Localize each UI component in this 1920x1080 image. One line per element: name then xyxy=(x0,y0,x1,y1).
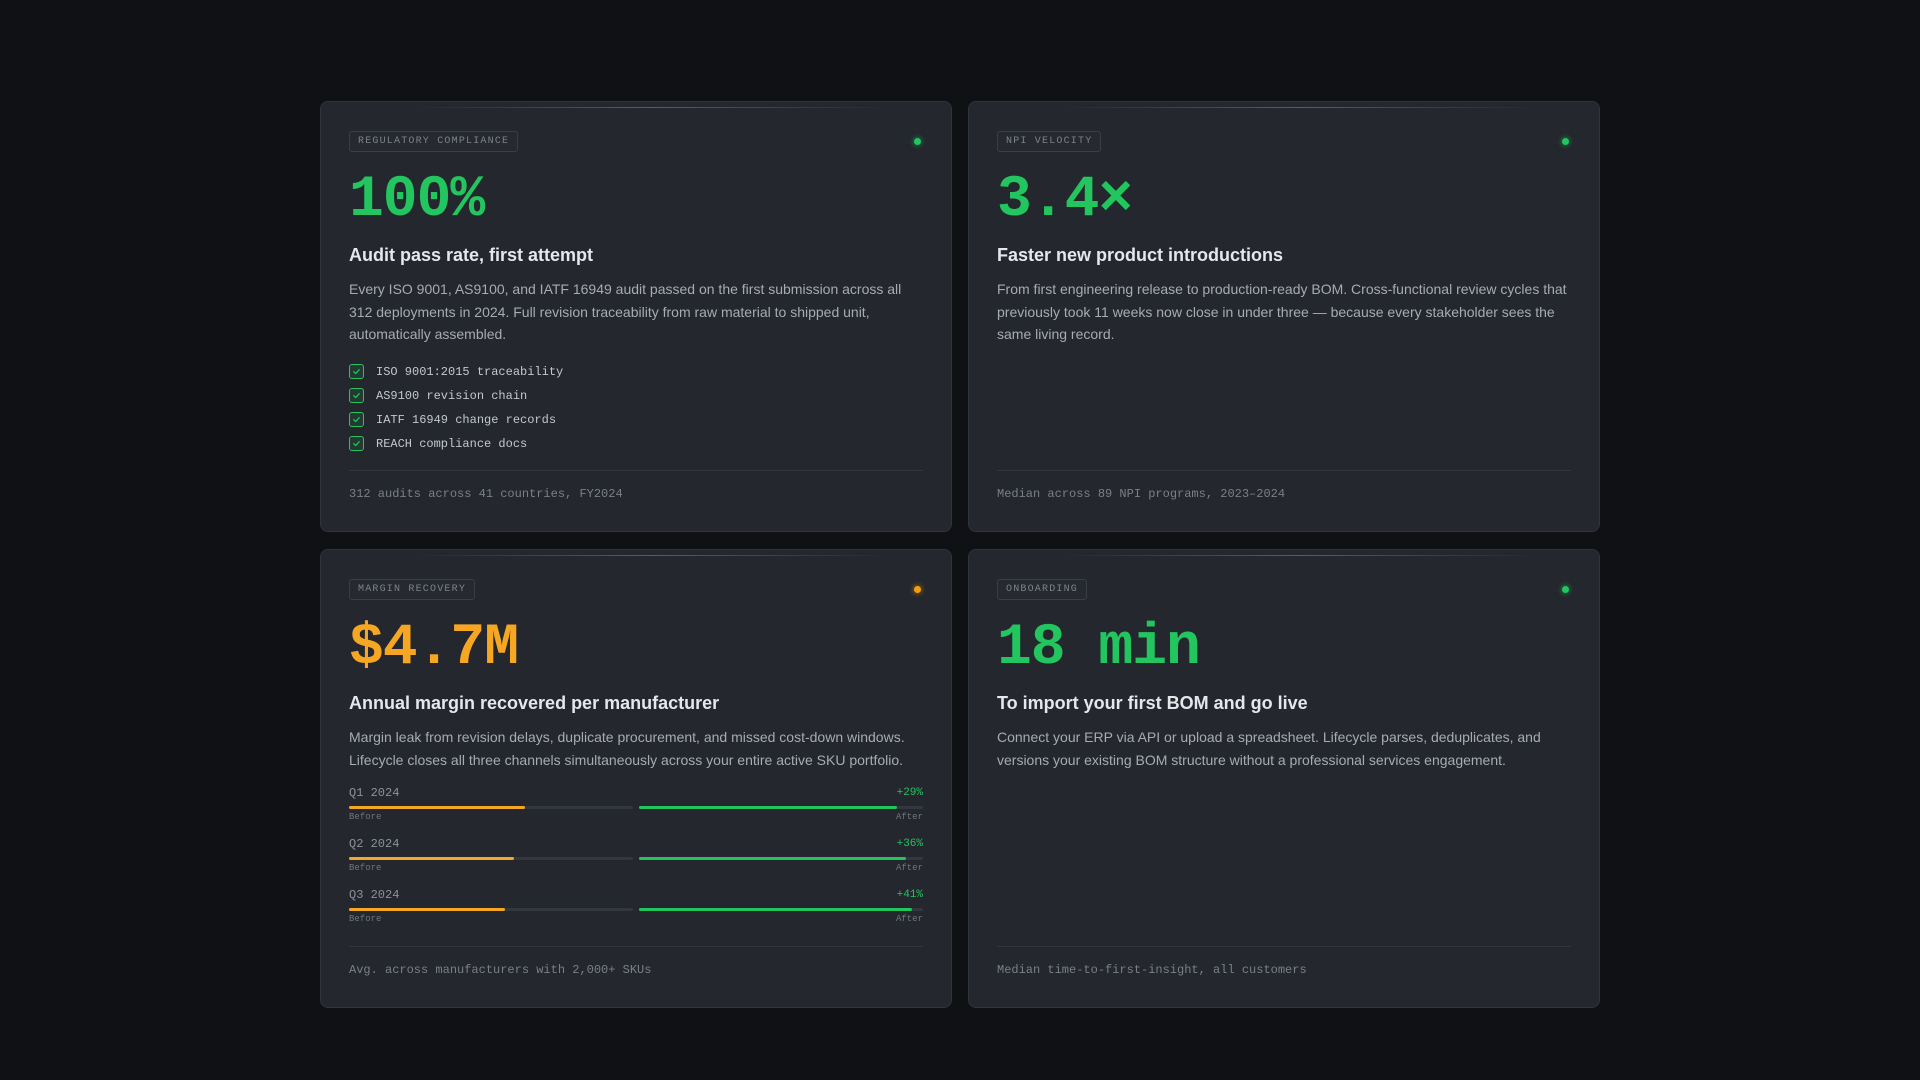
card-accent-line xyxy=(411,555,891,556)
status-dot-icon xyxy=(914,138,921,145)
after-track xyxy=(639,908,923,911)
metric-value: 100% xyxy=(349,168,485,233)
card-footnote: Median time-to-first-insight, all custom… xyxy=(997,946,1571,1007)
before-bar xyxy=(349,857,514,860)
checkmark-icon xyxy=(349,436,364,451)
after-track xyxy=(639,806,923,809)
card-footnote: Avg. across manufacturers with 2,000+ SK… xyxy=(349,946,923,1007)
compliance-checklist: ISO 9001:2015 traceability AS9100 revisi… xyxy=(349,360,923,456)
npi-velocity-card: NPI VELOCITY 3.4× Faster new product int… xyxy=(968,101,1600,532)
metric-title: Faster new product introductions xyxy=(997,245,1284,265)
quarterly-comparison-bars: Q1 2024 +29% Before After Q2 2024 +36% xyxy=(349,785,923,938)
before-bar xyxy=(349,908,506,911)
category-tag: REGULATORY COMPLIANCE xyxy=(349,131,519,152)
checklist-item-label: ISO 9001:2015 traceability xyxy=(376,364,564,379)
category-tag: ONBOARDING xyxy=(997,579,1088,600)
checkmark-icon xyxy=(349,412,364,427)
checklist-item: AS9100 revision chain xyxy=(349,384,923,408)
checklist-item: ISO 9001:2015 traceability xyxy=(349,360,923,384)
before-track xyxy=(349,908,633,911)
checklist-item-label: AS9100 revision chain xyxy=(376,388,528,403)
onboarding-card: ONBOARDING 18 min To import your first B… xyxy=(968,549,1600,1008)
metric-value: $4.7M xyxy=(349,616,519,681)
metrics-grid: REGULATORY COMPLIANCE 100% Audit pass ra… xyxy=(320,101,1600,1008)
checklist-item-label: REACH compliance docs xyxy=(376,436,528,451)
before-label: Before xyxy=(349,812,382,822)
after-label: After xyxy=(895,812,923,822)
checkmark-icon xyxy=(349,364,364,379)
before-track xyxy=(349,857,633,860)
checklist-item: IATF 16949 change records xyxy=(349,408,923,432)
card-accent-line xyxy=(411,107,891,108)
before-track xyxy=(349,806,633,809)
after-label: After xyxy=(895,914,923,924)
status-dot-icon xyxy=(1562,586,1569,593)
quarter-delta: +36% xyxy=(896,838,923,850)
category-tag: NPI VELOCITY xyxy=(997,131,1102,152)
quarter-label: Q1 2024 xyxy=(349,786,400,800)
quarter-delta: +41% xyxy=(896,889,923,901)
before-label: Before xyxy=(349,914,382,924)
status-dot-icon xyxy=(914,586,921,593)
status-dot-icon xyxy=(1562,138,1569,145)
after-bar xyxy=(639,806,898,809)
card-footnote: 312 audits across 41 countries, FY2024 xyxy=(349,470,923,531)
metric-description: Every ISO 9001, AS9100, and IATF 16949 a… xyxy=(349,281,902,342)
regulatory-compliance-card: REGULATORY COMPLIANCE 100% Audit pass ra… xyxy=(320,101,952,532)
checklist-item: REACH compliance docs xyxy=(349,432,923,456)
quarter-bar-row: Q2 2024 +36% Before After xyxy=(349,836,923,887)
after-track xyxy=(639,857,923,860)
quarter-delta: +29% xyxy=(896,787,923,799)
quarter-label: Q3 2024 xyxy=(349,888,400,902)
metric-value: 3.4× xyxy=(997,168,1133,233)
metric-title: Audit pass rate, first attempt xyxy=(349,245,594,265)
checkmark-icon xyxy=(349,388,364,403)
metric-description: From first engineering release to produc… xyxy=(997,281,1567,342)
category-tag: MARGIN RECOVERY xyxy=(349,579,476,600)
before-bar xyxy=(349,806,526,809)
after-bar xyxy=(639,857,906,860)
checklist-item-label: IATF 16949 change records xyxy=(376,412,557,427)
metric-description: Margin leak from revision delays, duplic… xyxy=(349,729,905,768)
before-label: Before xyxy=(349,863,382,873)
margin-recovery-card: MARGIN RECOVERY $4.7M Annual margin reco… xyxy=(320,549,952,1008)
after-label: After xyxy=(895,863,923,873)
metric-value: 18 min xyxy=(997,616,1201,681)
card-accent-line xyxy=(1059,107,1539,108)
metric-title: To import your first BOM and go live xyxy=(997,693,1308,713)
after-bar xyxy=(639,908,912,911)
quarter-bar-row: Q3 2024 +41% Before After xyxy=(349,887,923,938)
metric-title: Annual margin recovered per manufacturer xyxy=(349,693,720,713)
metric-description: Connect your ERP via API or upload a spr… xyxy=(997,729,1541,768)
quarter-bar-row: Q1 2024 +29% Before After xyxy=(349,785,923,836)
quarter-label: Q2 2024 xyxy=(349,837,400,851)
card-footnote: Median across 89 NPI programs, 2023–2024 xyxy=(997,470,1571,531)
card-accent-line xyxy=(1059,555,1539,556)
